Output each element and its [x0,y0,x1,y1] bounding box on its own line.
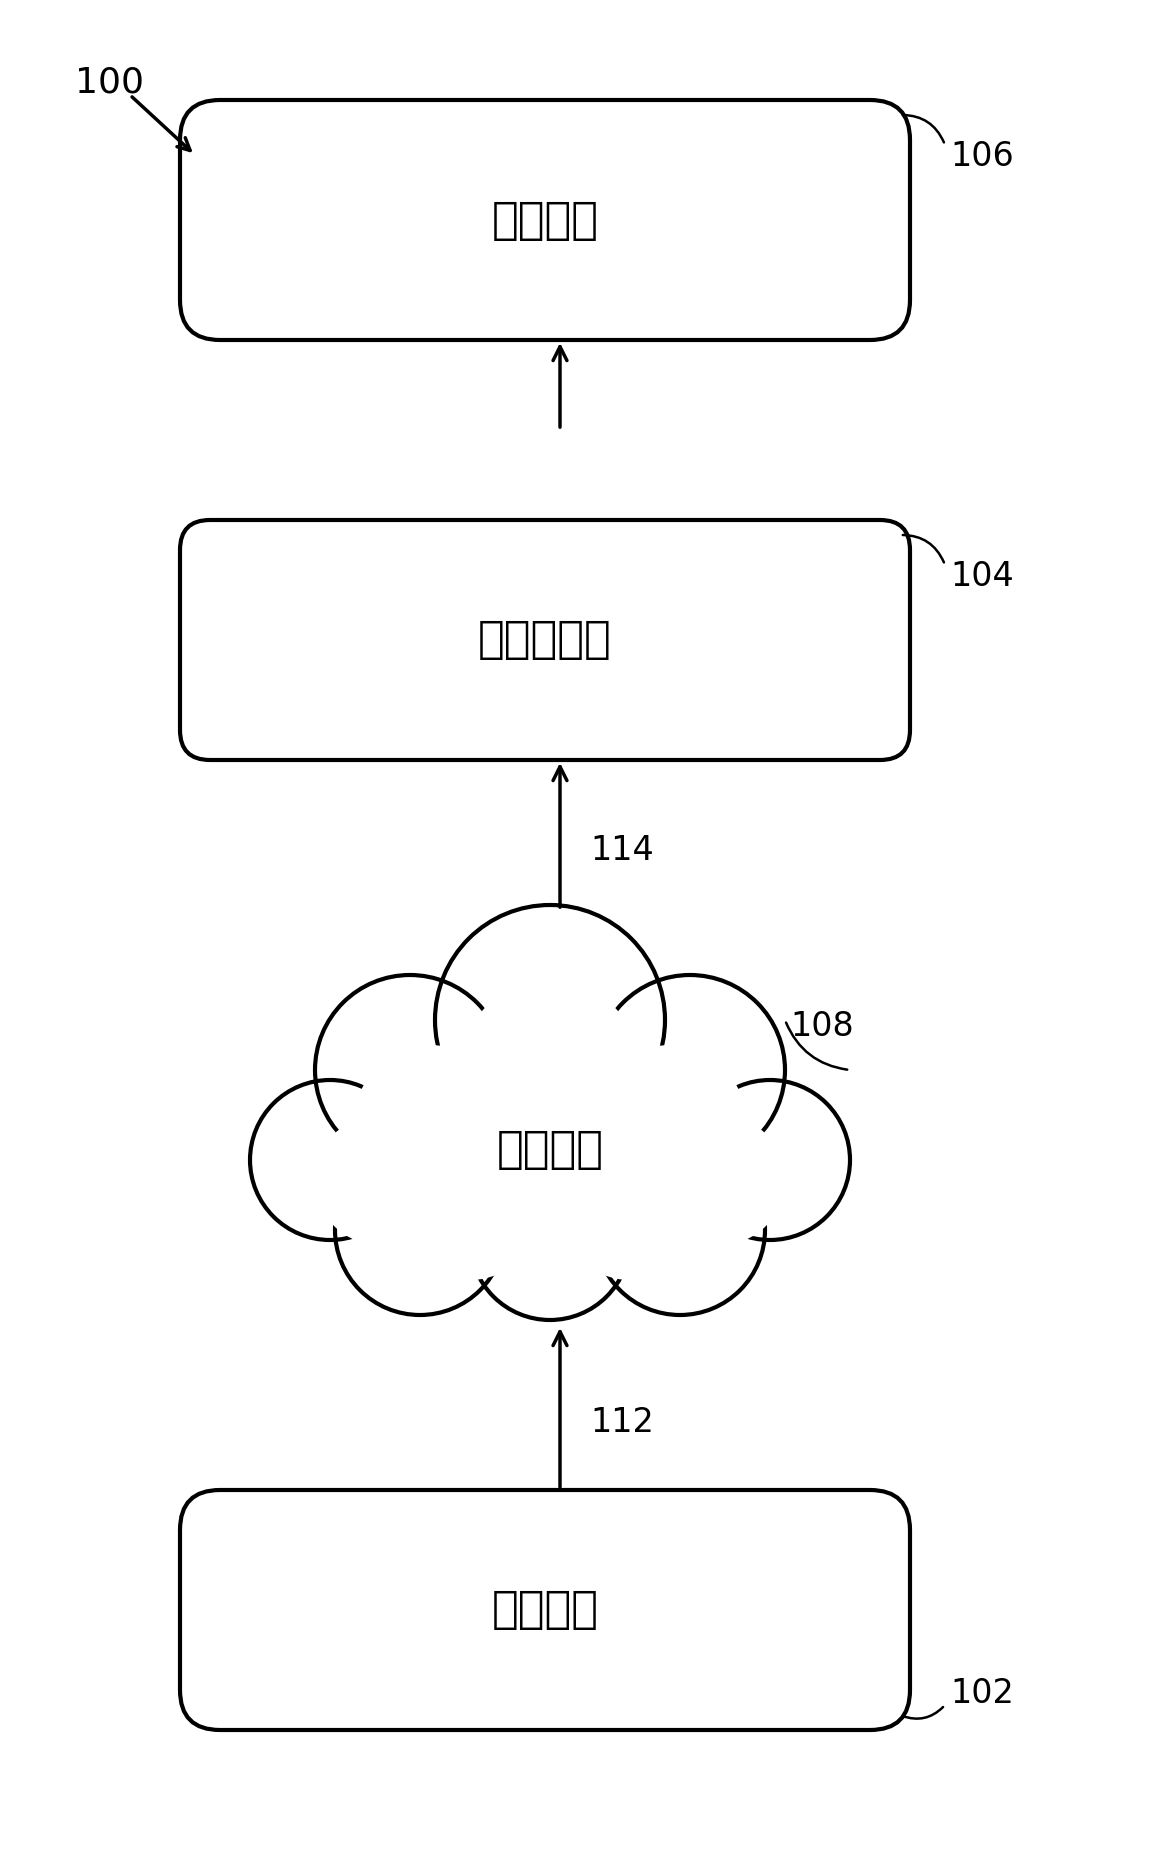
Circle shape [480,1140,620,1281]
Circle shape [315,1115,445,1246]
Circle shape [355,1045,505,1195]
Text: 106: 106 [950,139,1014,173]
Circle shape [595,1045,745,1195]
Circle shape [470,1160,630,1320]
Text: 104: 104 [950,560,1014,593]
Ellipse shape [340,1039,759,1240]
FancyBboxPatch shape [180,521,909,760]
Text: 112: 112 [590,1405,654,1439]
Circle shape [561,1140,700,1281]
Circle shape [400,1140,540,1281]
Circle shape [595,974,785,1166]
Circle shape [435,905,665,1136]
Circle shape [315,974,505,1166]
Circle shape [250,1080,411,1240]
Text: 多声道声卡: 多声道声卡 [478,619,612,662]
Text: 100: 100 [74,65,144,99]
FancyBboxPatch shape [180,1491,909,1731]
Text: 102: 102 [950,1677,1014,1710]
Circle shape [690,1080,850,1240]
Circle shape [335,1145,505,1314]
Circle shape [595,1145,765,1314]
FancyBboxPatch shape [180,100,909,340]
Circle shape [655,1115,785,1246]
Text: 功放单元: 功放单元 [492,199,599,242]
Text: 用户设备: 用户设备 [492,1588,599,1632]
Text: 通信网络: 通信网络 [497,1128,604,1171]
Text: 114: 114 [590,833,654,866]
Circle shape [461,980,640,1160]
Text: 108: 108 [790,1009,854,1043]
Circle shape [470,1071,630,1231]
